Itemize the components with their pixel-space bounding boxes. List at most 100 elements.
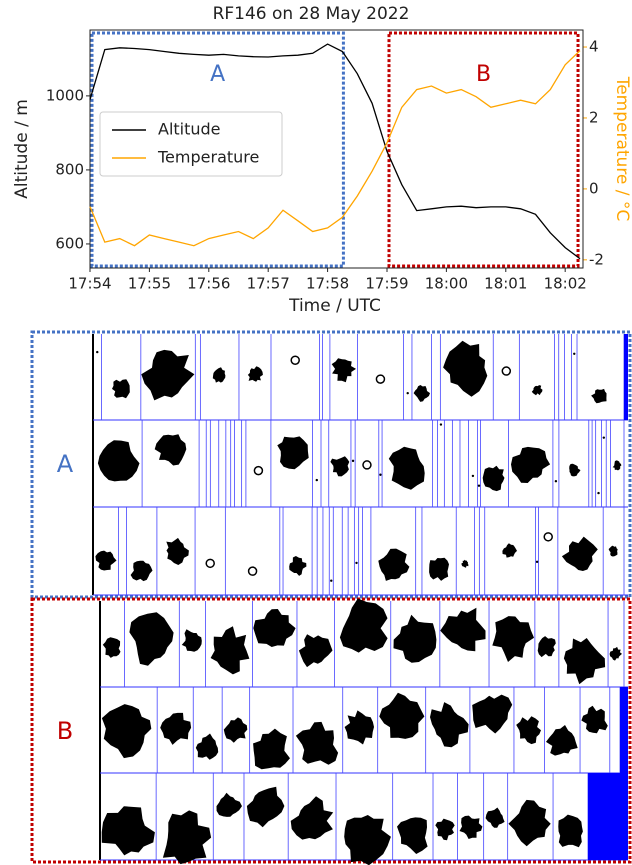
particle (472, 694, 513, 734)
particle (102, 637, 121, 658)
particle (508, 799, 551, 847)
particle (612, 460, 622, 471)
particle-dot (439, 423, 443, 426)
particle-ring (290, 355, 300, 365)
annotation-label: B (476, 62, 491, 87)
y2-tick-label: -2 (589, 250, 604, 268)
series-line (89, 50, 581, 247)
particle-dot (379, 473, 382, 476)
particle (210, 626, 250, 675)
particle (429, 557, 449, 581)
particle (154, 434, 187, 466)
particle-ring (253, 465, 264, 476)
particle-dot (471, 474, 475, 478)
particle (212, 367, 226, 383)
particle-dot (330, 579, 333, 582)
x-tick-label: 18:00 (425, 275, 468, 293)
y2-tick-label: 0 (589, 179, 599, 197)
particle (290, 796, 334, 840)
blank-fill (624, 334, 628, 420)
particle-ring (501, 366, 512, 376)
particle (413, 385, 430, 402)
particle (397, 817, 428, 854)
particle (162, 810, 212, 865)
particle (130, 560, 153, 582)
particle (181, 629, 202, 652)
particle (160, 712, 192, 745)
x-tick-label: 17:54 (68, 275, 111, 293)
particle (511, 446, 551, 483)
chart-title: RF146 on 28 May 2022 (213, 4, 410, 24)
particle-dot (573, 352, 576, 355)
panel-label: A (57, 450, 74, 478)
particle (581, 705, 608, 734)
particle (388, 446, 425, 490)
particle (435, 818, 455, 841)
particle (253, 728, 290, 770)
series-line (89, 43, 581, 260)
y2-axis-label: Temperature / °C (612, 76, 632, 222)
x-tick-label: 17:55 (128, 275, 171, 293)
particle (459, 815, 483, 839)
particle (216, 792, 242, 817)
legend-label: Temperature (157, 148, 259, 167)
particle (166, 537, 189, 565)
particle (485, 807, 505, 828)
particle (379, 692, 425, 739)
particle-dot (406, 391, 409, 395)
x-tick-label: 17:57 (247, 275, 290, 293)
particle (558, 814, 583, 848)
particle-dot (477, 484, 481, 487)
particle-panel: B (30, 597, 632, 865)
y2-tick-label: 4 (589, 38, 599, 56)
x-tick-label: 17:59 (365, 275, 408, 293)
particle (502, 543, 517, 558)
annotation-label: A (210, 62, 225, 87)
particle (247, 366, 263, 382)
particle-dot (535, 560, 539, 564)
particle (295, 721, 339, 765)
particle (223, 717, 248, 743)
particle (608, 545, 618, 557)
particle (195, 733, 219, 760)
particle-dot (597, 491, 600, 495)
particle-dot (315, 478, 318, 482)
particle (393, 614, 437, 663)
particle (129, 612, 174, 666)
particle-dot (351, 459, 355, 463)
particle (253, 609, 296, 647)
particle (430, 702, 469, 748)
particle (378, 548, 410, 581)
particle (339, 598, 388, 653)
particle-ring (362, 460, 372, 470)
y2-tick-label: 2 (589, 108, 599, 126)
blank-fill (620, 687, 628, 773)
particle (531, 385, 543, 396)
particle (537, 636, 556, 658)
particle-ring (205, 558, 215, 569)
x-tick-label: 18:01 (484, 275, 527, 293)
particle-dot (96, 350, 99, 354)
particle-ring (543, 532, 553, 542)
y-axis-label: Altitude / m (12, 99, 32, 199)
particle (101, 704, 152, 759)
particle (344, 815, 391, 865)
x-tick-label: 17:58 (306, 275, 349, 293)
y-tick-label: 600 (55, 234, 84, 252)
x-tick-label: 18:02 (544, 275, 587, 293)
particle-dot (602, 436, 606, 439)
particle (344, 710, 374, 745)
particle-panel: A (30, 330, 632, 599)
particle (97, 440, 140, 482)
particle (546, 725, 578, 756)
x-tick-label: 17:56 (187, 275, 230, 293)
particle (298, 634, 333, 668)
annotation-box (387, 31, 580, 268)
y-tick-label: 1000 (46, 86, 84, 104)
panel-frame (30, 330, 632, 599)
panel-label: B (57, 717, 73, 745)
particle (482, 465, 505, 492)
panel-frame (30, 597, 632, 864)
particle (443, 340, 488, 397)
